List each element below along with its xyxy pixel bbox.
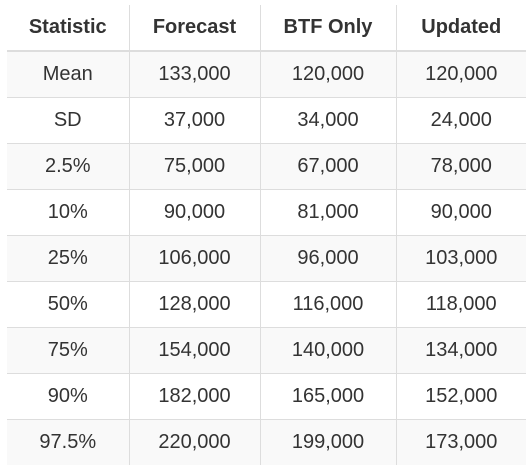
updated-cell: 120,000 <box>395 51 526 98</box>
updated-cell: 78,000 <box>395 143 526 190</box>
btf-only-cell: 116,000 <box>259 281 396 328</box>
updated-cell: 103,000 <box>395 235 526 282</box>
row-label-cell: 25% <box>7 235 129 282</box>
forecast-cell: 133,000 <box>128 51 260 98</box>
header-row: Statistic Forecast BTF Only Updated <box>7 5 526 52</box>
updated-cell: 24,000 <box>395 97 526 144</box>
row-label-cell: Mean <box>7 51 129 98</box>
forecast-cell: 220,000 <box>128 419 260 465</box>
btf-only-cell: 81,000 <box>259 189 396 236</box>
table-row: 10% 90,000 81,000 90,000 <box>7 189 526 236</box>
forecast-cell: 75,000 <box>128 143 260 190</box>
btf-only-cell: 96,000 <box>259 235 396 282</box>
forecast-cell: 154,000 <box>128 327 260 374</box>
btf-only-cell: 120,000 <box>259 51 396 98</box>
table-header: Statistic Forecast BTF Only Updated <box>7 5 526 52</box>
row-label-cell: 75% <box>7 327 129 374</box>
table-row: 25% 106,000 96,000 103,000 <box>7 235 526 282</box>
row-label-cell: 90% <box>7 373 129 420</box>
statistics-table: Statistic Forecast BTF Only Updated Mean… <box>7 5 526 465</box>
btf-only-cell: 140,000 <box>259 327 396 374</box>
updated-cell: 152,000 <box>395 373 526 420</box>
table-row: 90% 182,000 165,000 152,000 <box>7 373 526 420</box>
updated-cell: 134,000 <box>395 327 526 374</box>
forecast-cell: 37,000 <box>128 97 260 144</box>
forecast-cell: 182,000 <box>128 373 260 420</box>
btf-only-cell: 67,000 <box>259 143 396 190</box>
row-label-cell: 2.5% <box>7 143 129 190</box>
table-row: 97.5% 220,000 199,000 173,000 <box>7 419 526 465</box>
table-row: 50% 128,000 116,000 118,000 <box>7 281 526 328</box>
row-label-cell: 97.5% <box>7 419 129 465</box>
table-row: SD 37,000 34,000 24,000 <box>7 97 526 144</box>
updated-cell: 173,000 <box>395 419 526 465</box>
row-label-cell: 10% <box>7 189 129 236</box>
table-body: Mean 133,000 120,000 120,000 SD 37,000 3… <box>7 51 526 465</box>
table-row: 75% 154,000 140,000 134,000 <box>7 327 526 374</box>
updated-cell: 118,000 <box>395 281 526 328</box>
updated-cell: 90,000 <box>395 189 526 236</box>
column-header-forecast: Forecast <box>128 5 260 52</box>
forecast-cell: 128,000 <box>128 281 260 328</box>
row-label-cell: 50% <box>7 281 129 328</box>
forecast-cell: 106,000 <box>128 235 260 282</box>
row-label-cell: SD <box>7 97 129 144</box>
btf-only-cell: 199,000 <box>259 419 396 465</box>
btf-only-cell: 165,000 <box>259 373 396 420</box>
column-header-statistic: Statistic <box>7 5 129 52</box>
table-row: Mean 133,000 120,000 120,000 <box>7 51 526 98</box>
column-header-btf-only: BTF Only <box>259 5 396 52</box>
table-row: 2.5% 75,000 67,000 78,000 <box>7 143 526 190</box>
column-header-updated: Updated <box>395 5 526 52</box>
forecast-cell: 90,000 <box>128 189 260 236</box>
btf-only-cell: 34,000 <box>259 97 396 144</box>
